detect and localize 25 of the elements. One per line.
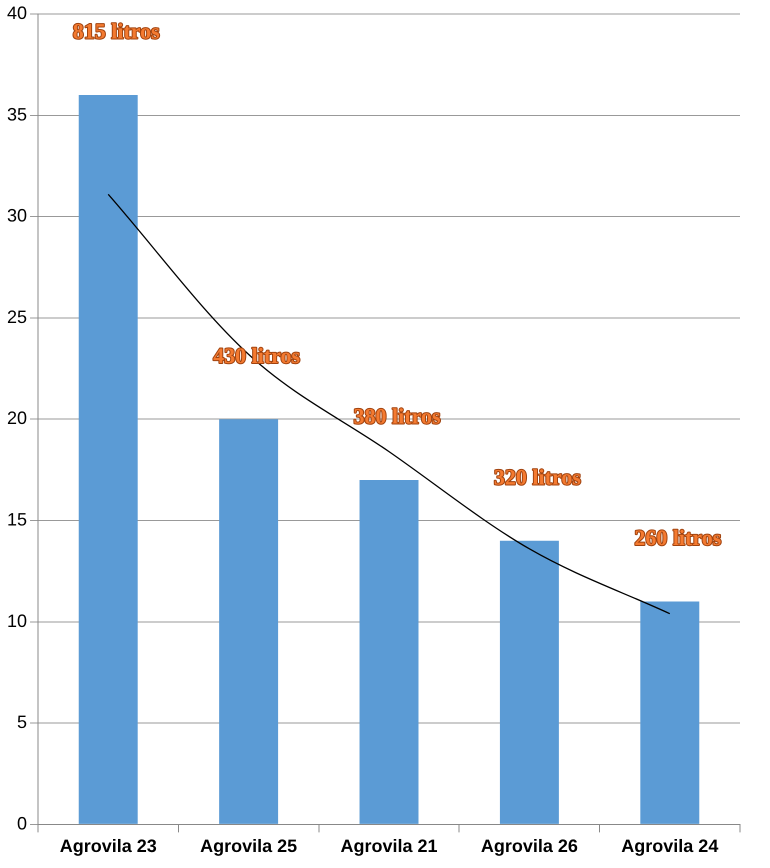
y-tick-label: 30 (6, 206, 28, 226)
annotation: 320 litros (494, 464, 582, 490)
bar (78, 95, 138, 824)
y-tick-label: 20 (6, 408, 28, 428)
bar (640, 602, 700, 824)
annotation: 260 litros (634, 525, 722, 550)
annotation: 380 litros (354, 404, 441, 429)
y-tick-label: 10 (6, 610, 28, 631)
y-tick-label: 0 (17, 813, 28, 834)
bar (360, 480, 418, 824)
x-tick-label: Agrovila 24 (621, 836, 718, 856)
x-tick-label: Agrovila 25 (200, 836, 298, 856)
y-tick-label: 35 (6, 104, 28, 124)
x-tick-label: Agrovila 21 (340, 836, 438, 856)
bar (500, 540, 559, 824)
x-tick-label: Agrovila 26 (480, 836, 578, 856)
line-series (108, 194, 670, 614)
y-tick-label: 25 (6, 306, 28, 327)
y-tick-label: 15 (6, 509, 28, 530)
annotation: 815 litros (72, 18, 160, 44)
bar (219, 419, 278, 824)
x-tick-label: Agrovila 23 (60, 836, 157, 856)
y-tick-label: 40 (6, 2, 28, 23)
y-tick-label: 5 (17, 712, 28, 732)
annotation: 430 litros (213, 342, 301, 368)
